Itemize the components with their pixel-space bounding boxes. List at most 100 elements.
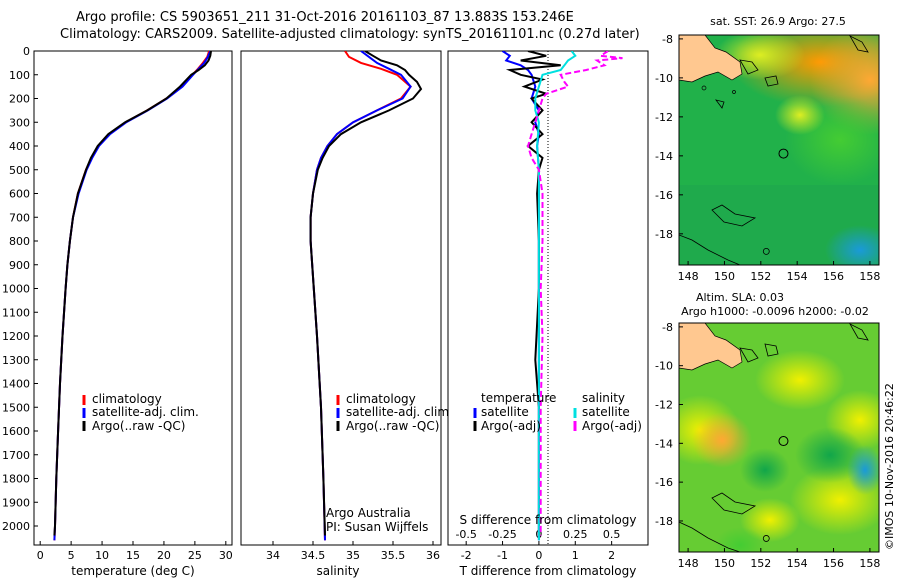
- difference-lines: [501, 51, 623, 541]
- depth-tick-label: 800: [9, 235, 30, 248]
- map-x-tick-label: 154: [787, 557, 808, 570]
- depth-tick-label: 1400: [2, 378, 30, 391]
- legend-title-temperature: temperature: [481, 391, 556, 405]
- salinity-axis-label: salinity: [316, 564, 359, 578]
- t-tick-label: -2: [461, 549, 472, 562]
- depth-tick-label: 1600: [2, 425, 30, 438]
- legend-label: Argo(-adj): [481, 419, 541, 433]
- map-y-tick-label: -14: [655, 150, 673, 163]
- map-x-tick-label: 148: [678, 557, 699, 570]
- figure-title-line1: Argo profile: CS 5903651_211 31-Oct-2016…: [76, 10, 574, 25]
- map-y-tick-label: -16: [655, 189, 673, 202]
- figure-title-line2: Climatology: CARS2009. Satellite-adjuste…: [60, 27, 640, 42]
- x-tick-label: 10: [95, 549, 109, 562]
- difference-panel: -2 -1 0 1 2-0.5 -0.25 0 0.25 0.5 S difference fr…: [447, 50, 649, 578]
- imos-credit: ©IMOS 10-Nov-2016 20:46:22: [883, 383, 896, 550]
- depth-tick-label: 1000: [2, 283, 30, 296]
- s-tick-label: -0.5: [455, 528, 476, 541]
- x-tick-label: 34: [266, 549, 280, 562]
- temperature-legend: climatology satellite-adj. clim. Argo(..…: [82, 392, 199, 433]
- legend-label: climatology: [92, 392, 162, 406]
- series-line-s-argo-adj-: [526, 51, 623, 536]
- map-y-tick-label: -8: [662, 33, 673, 46]
- profile-location-marker: [778, 148, 789, 159]
- sst-map-y-axis: -8 -10 -12 -14 -16 -18: [655, 33, 683, 241]
- depth-tick-label: 1900: [2, 496, 30, 509]
- annotation-pi: PI: Susan Wijffels: [326, 520, 428, 534]
- legend-label: satellite-adj. clim.: [346, 405, 453, 419]
- temperature-x-axis: 0 5 10 15 20 25 30: [37, 541, 233, 562]
- map-x-tick-label: 154: [787, 270, 808, 283]
- sla-map-x-axis: 148 150 152 154 156 158: [678, 548, 880, 570]
- depth-axis: 0 100 200 300 400 500 600 700 800 900 1000 1100 1200…: [2, 45, 452, 533]
- legend-label: Argo(-adj): [582, 419, 642, 433]
- temperature-axis-label: temperature (deg C): [71, 564, 194, 578]
- sla-map-frame: [678, 322, 880, 553]
- map-x-tick-label: 150: [714, 557, 735, 570]
- map-y-tick-label: -8: [662, 321, 673, 334]
- salinity-plot-frame: [240, 50, 442, 546]
- legend-label: climatology: [346, 392, 416, 406]
- map-x-tick-label: 156: [823, 557, 844, 570]
- depth-tick-label: 1700: [2, 449, 30, 462]
- map-x-tick-label: 158: [859, 270, 880, 283]
- depth-tick-label: 400: [9, 140, 30, 153]
- legend-title-salinity: salinity: [582, 391, 625, 405]
- t-difference-label: T difference from climatology: [459, 564, 637, 578]
- depth-tick-label: 700: [9, 211, 30, 224]
- depth-tick-label: 200: [9, 93, 30, 106]
- x-tick-label: 20: [157, 549, 171, 562]
- map-y-tick-label: -10: [655, 360, 673, 373]
- series-line-s-satellite: [534, 51, 577, 541]
- sst-map-frame: [678, 34, 880, 266]
- depth-tick-label: 1300: [2, 354, 30, 367]
- series-line-t-argo-adj-: [505, 51, 561, 536]
- depth-tick-label: 1800: [2, 473, 30, 486]
- secondary-location-marker: [762, 535, 770, 542]
- t-tick-label: 2: [608, 549, 615, 562]
- depth-tick-label: 100: [9, 69, 30, 82]
- x-tick-label: 35.5: [381, 549, 406, 562]
- sla-map-panel: Altim. SLA: 0.03 Argo h1000: -0.0096 h20…: [655, 291, 880, 570]
- t-tick-label: 0: [535, 549, 542, 562]
- difference-legend: temperature satellite Argo(-adj) salinit…: [473, 391, 642, 433]
- map-x-tick-label: 152: [750, 270, 771, 283]
- legend-label: Argo(..raw -QC): [92, 419, 185, 433]
- temperature-plot-frame: [33, 50, 233, 546]
- legend-label: satellite-adj. clim.: [92, 405, 199, 419]
- s-tick-label: 0.5: [603, 528, 621, 541]
- map-x-tick-label: 156: [823, 270, 844, 283]
- depth-tick-label: 1100: [2, 306, 30, 319]
- x-tick-label: 30: [219, 549, 233, 562]
- map-x-tick-label: 150: [714, 270, 735, 283]
- sla-map-y-axis: -8 -10 -12 -14 -16 -18: [655, 321, 683, 528]
- legend-label: satellite: [582, 405, 630, 419]
- s-tick-label: -0.25: [488, 528, 516, 541]
- temperature-lines: [53, 51, 212, 541]
- x-tick-label: 35: [346, 549, 360, 562]
- annotation-argo-australia: Argo Australia: [326, 506, 411, 520]
- salinity-panel: 34 34.5 35 35.5 36 salinity climatology sate…: [240, 50, 453, 578]
- salinity-x-axis: 34 34.5 35 35.5 36: [266, 541, 440, 562]
- temperature-panel: 0100200300400500600700800900100011001200…: [2, 45, 452, 578]
- depth-tick-label: 500: [9, 164, 30, 177]
- depth-tick-label: 1500: [2, 401, 30, 414]
- depth-tick-label: 600: [9, 188, 30, 201]
- x-tick-label: 15: [126, 549, 140, 562]
- salinity-legend: climatology satellite-adj. clim. Argo(..…: [336, 392, 453, 433]
- secondary-location-marker: [762, 247, 770, 255]
- x-tick-label: 34.5: [301, 549, 326, 562]
- difference-x-axis: -2 -1 0 1 2-0.5 -0.25 0 0.25 0.5: [455, 528, 620, 562]
- t-tick-label: -1: [497, 549, 508, 562]
- map-y-tick-label: -10: [655, 72, 673, 85]
- sla-map-title: Altim. SLA: 0.03: [696, 291, 784, 304]
- depth-tick-label: 0: [23, 45, 30, 58]
- sst-map-title: sat. SST: 26.9 Argo: 27.5: [710, 15, 846, 28]
- series-line-argo-raw-qc-: [309, 51, 423, 536]
- sst-map-x-axis: 148 150 152 154 156 158: [678, 261, 880, 283]
- map-x-tick-label: 152: [750, 557, 771, 570]
- map-x-tick-label: 158: [859, 557, 880, 570]
- map-y-tick-label: -16: [655, 476, 673, 489]
- series-line-argo-raw-qc-: [53, 51, 212, 536]
